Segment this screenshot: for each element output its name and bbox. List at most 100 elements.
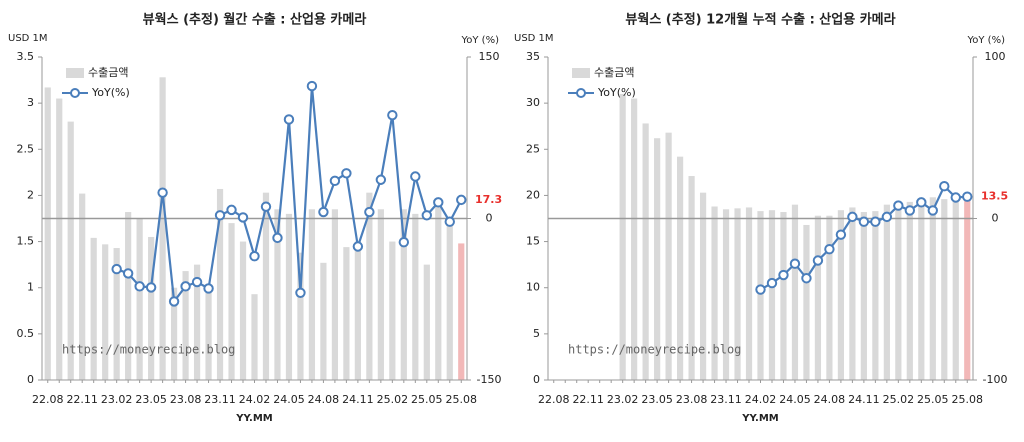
data-label: 13.5: [981, 190, 1008, 203]
marker: [145, 282, 157, 293]
bar: [837, 210, 845, 380]
legend-label: 수출금액: [594, 66, 634, 79]
x-tick-label: 22.11: [572, 393, 604, 406]
legend-marker: [70, 88, 80, 98]
bar: [56, 98, 63, 381]
bar: [228, 223, 235, 380]
marker: [778, 269, 789, 281]
bar: [435, 204, 442, 380]
bar: [308, 209, 316, 380]
data-label: 17.3: [475, 193, 502, 206]
marker: [375, 174, 387, 185]
bar: [941, 199, 948, 380]
y-tick-label: 2.5: [17, 142, 35, 155]
bar: [688, 176, 695, 380]
marker: [318, 206, 329, 218]
marker: [180, 281, 191, 292]
bar: [400, 209, 407, 380]
bar: [814, 215, 822, 380]
bar: [412, 213, 419, 380]
bar: [446, 223, 453, 380]
marker: [812, 255, 824, 266]
bar: [642, 123, 649, 381]
bar: [849, 207, 856, 380]
legend-swatch: [572, 68, 590, 78]
x-tick-label: 25.05: [917, 393, 949, 406]
legend-marker: [576, 88, 586, 98]
bar: [170, 287, 178, 380]
marker: [835, 229, 847, 240]
y-tick-label: 1.5: [17, 235, 35, 248]
bar: [113, 248, 120, 380]
marker: [847, 211, 858, 223]
bar: [331, 209, 339, 380]
bar: [320, 262, 327, 380]
marker: [433, 197, 444, 208]
marker: [421, 210, 432, 221]
y-tick-label: 20: [526, 188, 540, 201]
marker: [387, 109, 398, 121]
bar: [952, 197, 959, 380]
y2-tick-label: 100: [985, 50, 1006, 63]
bar: [377, 209, 384, 380]
marker: [191, 276, 203, 288]
bar: [631, 98, 638, 381]
x-tick-label: 23.11: [204, 393, 236, 406]
y-tick-label: 30: [526, 96, 540, 109]
bar: [389, 241, 396, 380]
marker: [122, 268, 134, 279]
bar: [619, 93, 626, 381]
bar: [239, 241, 247, 380]
marker: [858, 216, 870, 227]
marker: [444, 216, 455, 227]
y-axis-label: USD 1M: [8, 33, 48, 44]
marker: [824, 243, 835, 255]
y-tick-label: 3.5: [17, 50, 35, 63]
marker: [962, 191, 973, 202]
watermark: https://moneyrecipe.blog: [568, 343, 741, 357]
bar: [354, 241, 361, 380]
marker: [295, 287, 306, 298]
bar: [297, 252, 304, 380]
bar: [44, 87, 51, 380]
y2-axis-label: YoY (%): [461, 35, 500, 46]
x-tick-label: 23.08: [170, 393, 202, 406]
marker: [410, 171, 421, 182]
marker: [237, 212, 249, 223]
x-tick-label: 23.05: [641, 393, 673, 406]
y-tick-label: 35: [526, 50, 540, 63]
bar: [883, 204, 890, 380]
x-tick-label: 22.11: [66, 393, 98, 406]
x-tick-label: 24.11: [342, 393, 374, 406]
x-tick-label: 24.02: [239, 393, 271, 406]
marker: [168, 296, 180, 307]
marker: [226, 204, 237, 216]
y2-tick-label: 0: [992, 212, 999, 225]
bar: [102, 244, 109, 380]
x-tick-label: 23.11: [710, 393, 742, 406]
bar: [791, 204, 799, 380]
x-tick-label: 25.05: [411, 393, 443, 406]
marker: [766, 277, 778, 289]
marker: [111, 263, 122, 275]
marker: [881, 211, 893, 223]
bar: [665, 132, 672, 380]
marker: [272, 232, 283, 244]
bar: [872, 211, 879, 380]
marker: [893, 200, 904, 211]
x-tick-label: 24.05: [273, 393, 305, 406]
bar: [423, 264, 430, 380]
bar: [699, 192, 707, 380]
legend-label: 수출금액: [88, 66, 128, 79]
x-tick-label: 22.08: [32, 393, 64, 406]
x-tick-label: 24.02: [745, 393, 777, 406]
marker: [249, 250, 260, 262]
marker: [134, 281, 145, 292]
marker: [157, 187, 168, 198]
y-tick-label: 2: [27, 188, 34, 201]
bar: [895, 201, 902, 380]
y-tick-label: 3: [27, 96, 34, 109]
bar: [79, 193, 86, 380]
bar: [136, 218, 143, 380]
bar: [964, 199, 971, 380]
